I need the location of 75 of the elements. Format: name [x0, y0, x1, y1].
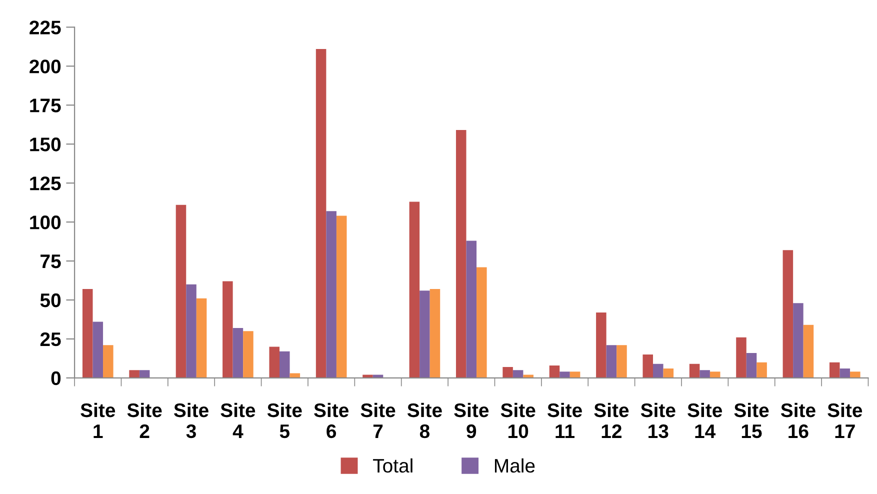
- bar: [606, 345, 617, 378]
- bar: [466, 240, 477, 378]
- bar: [596, 312, 606, 378]
- x-tick-label: Site 16: [780, 402, 816, 438]
- bar: [502, 367, 513, 378]
- y-tick-label: 175: [30, 98, 61, 112]
- bar: [700, 370, 710, 378]
- x-tick-label: Site 4: [220, 402, 256, 438]
- bar: [82, 289, 93, 378]
- bar: [326, 211, 336, 378]
- bar: [196, 298, 207, 378]
- bar: [409, 202, 420, 378]
- y-tick-label: 150: [30, 138, 61, 152]
- bar: [129, 370, 140, 378]
- y-tick-label: 200: [30, 60, 61, 74]
- bar: [139, 370, 150, 378]
- bar: [512, 370, 524, 378]
- x-tick-label: Site 15: [734, 402, 769, 438]
- x-tick-label: Site 6: [314, 402, 348, 438]
- y-tick-label: 25: [40, 332, 61, 346]
- bar: [290, 373, 300, 378]
- x-tick-label: Site 7: [360, 402, 396, 438]
- y-tick-label: 50: [40, 293, 61, 308]
- bar: [456, 130, 466, 378]
- bar: [560, 372, 570, 378]
- bar: [232, 328, 244, 378]
- bar: [420, 290, 430, 378]
- bar: [316, 48, 326, 378]
- bar: [570, 372, 580, 378]
- bar: [336, 216, 347, 378]
- bar: [430, 289, 440, 378]
- legend-label: Total: [373, 458, 412, 473]
- bar: [840, 368, 850, 378]
- x-tick-label: Site 3: [174, 402, 208, 438]
- x-tick-label: Site 17: [828, 402, 862, 438]
- bar: [782, 250, 794, 378]
- bar: [280, 351, 290, 378]
- y-tick-label: 125: [30, 176, 61, 190]
- bar: [756, 362, 767, 378]
- x-tick-label: Site 13: [640, 402, 676, 438]
- x-tick-label: Site 11: [547, 402, 582, 438]
- x-tick-label: Site 2: [127, 402, 162, 438]
- bar: [663, 368, 674, 378]
- bar: [829, 362, 840, 378]
- x-tick-label: Site 1: [80, 402, 116, 438]
- bar: [746, 352, 757, 378]
- bar: [736, 337, 746, 378]
- bar: [103, 345, 114, 378]
- bar: [92, 322, 104, 378]
- bar: [269, 346, 280, 378]
- y-tick-label: 75: [40, 254, 61, 268]
- y-tick-label: 0: [51, 371, 61, 386]
- bar: [176, 204, 186, 378]
- y-tick-label: 100: [30, 215, 61, 230]
- bar: [803, 324, 814, 378]
- bar: [186, 284, 196, 378]
- bar: [549, 365, 560, 378]
- x-tick-label: Site 10: [500, 402, 536, 438]
- bar: [793, 303, 804, 378]
- bar: [689, 364, 700, 378]
- bar: [243, 331, 254, 378]
- x-tick-label: Site 5: [267, 402, 302, 438]
- bar: [850, 372, 860, 378]
- bar: [222, 281, 233, 378]
- x-tick-label: Site 9: [454, 402, 489, 438]
- bar: [476, 267, 487, 378]
- x-tick-label: Site 8: [407, 402, 442, 438]
- x-tick-label: Site 14: [688, 402, 722, 438]
- y-tick-label: 225: [30, 20, 61, 34]
- bar: [616, 345, 627, 378]
- bar: [653, 364, 664, 378]
- legend-label: Male: [494, 458, 535, 473]
- bar: [642, 354, 653, 378]
- bar: [710, 372, 720, 378]
- x-tick-label: Site 12: [594, 402, 629, 438]
